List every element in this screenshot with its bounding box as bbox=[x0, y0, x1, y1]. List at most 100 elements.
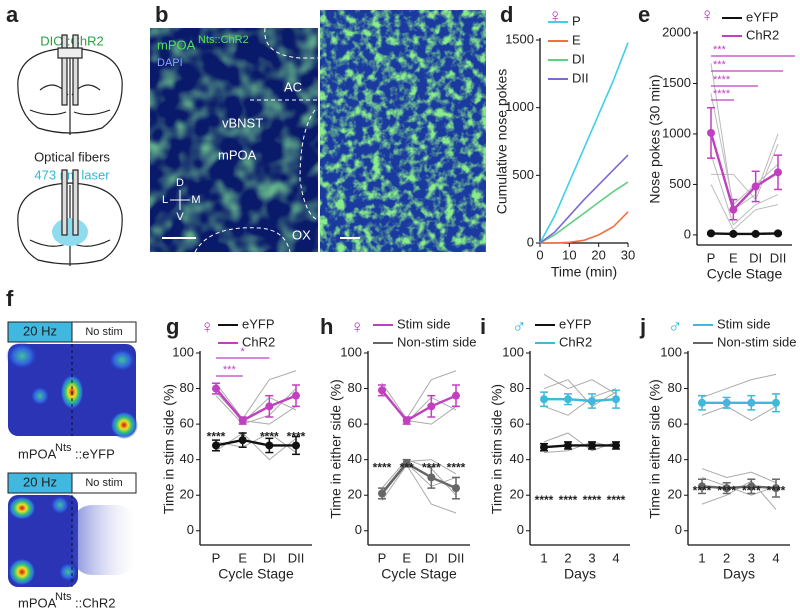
heatmap bbox=[8, 495, 136, 587]
chart: j ♂ 0 20 40 60 80 100 1 2 3 4 Days Time in either sid… bbox=[639, 314, 796, 582]
x-tick-label: DII bbox=[448, 550, 465, 565]
panel-a: a DIO::ChR2 Optical fibers 473 nm laser bbox=[6, 2, 123, 266]
individual-trace bbox=[543, 373, 617, 395]
y-tick-label: 0 bbox=[527, 234, 534, 249]
compass-label: M bbox=[191, 194, 200, 206]
x-tick-label: 1 bbox=[540, 550, 547, 565]
individual-trace bbox=[710, 184, 779, 231]
legend-label: ChR2 bbox=[559, 334, 592, 349]
y-tick-label: 60 bbox=[668, 416, 682, 431]
y-tick-label: 1000 bbox=[505, 99, 534, 114]
significance: **** bbox=[742, 483, 761, 497]
panel-label: g bbox=[166, 314, 179, 339]
panel-f: f 20 Hz No stim mPOA Nts ::eYFP 20 Hz No… bbox=[6, 286, 138, 610]
y-tick-label: 40 bbox=[668, 451, 682, 466]
marker bbox=[452, 391, 460, 400]
legend-label: Stim side bbox=[397, 316, 450, 331]
marker bbox=[427, 402, 436, 411]
sex-symbol: ♂ bbox=[512, 317, 526, 338]
individual-trace bbox=[215, 370, 297, 420]
marker bbox=[772, 484, 780, 493]
significance: *** bbox=[713, 44, 727, 56]
x-axis-label: Time (min) bbox=[551, 264, 617, 280]
y-tick-label: 60 bbox=[348, 416, 362, 431]
significance: *** bbox=[713, 59, 727, 71]
significance: **** bbox=[713, 74, 731, 86]
y-tick-label: 40 bbox=[348, 451, 362, 466]
nostim-box bbox=[71, 472, 137, 494]
sex-symbol: ♀ bbox=[350, 317, 364, 338]
y-tick-label: 80 bbox=[348, 380, 362, 395]
marker bbox=[729, 229, 738, 238]
x-tick-label: 0 bbox=[536, 247, 543, 262]
individual-trace bbox=[710, 93, 779, 206]
stain-title: mPOA bbox=[157, 37, 196, 52]
series-line bbox=[539, 154, 629, 244]
caption-sup: Nts bbox=[55, 591, 72, 603]
y-tick-label: 500 bbox=[669, 176, 691, 191]
y-axis-label: Nose pokes (30 min) bbox=[647, 74, 663, 203]
individual-trace bbox=[381, 464, 457, 514]
series-line bbox=[543, 444, 616, 449]
individual-trace bbox=[701, 405, 777, 422]
y-tick-label: 100 bbox=[660, 344, 682, 359]
panel-label: a bbox=[6, 2, 19, 27]
significance: **** bbox=[583, 493, 602, 507]
x-axis-label: Cycle Stage bbox=[707, 266, 783, 282]
marker bbox=[772, 398, 780, 407]
y-axis-label: Time in either side (%) bbox=[647, 379, 663, 519]
marker bbox=[564, 441, 572, 450]
caption: ::eYFP bbox=[75, 446, 115, 461]
significance: **** bbox=[607, 493, 626, 507]
legend-label: P bbox=[572, 13, 581, 28]
marker bbox=[698, 482, 706, 491]
individual-trace bbox=[701, 468, 777, 484]
marker bbox=[292, 391, 300, 400]
panel-label: e bbox=[638, 2, 650, 27]
significance: **** bbox=[422, 460, 441, 474]
caption: mPOA bbox=[18, 446, 57, 461]
nostim-label: No stim bbox=[85, 326, 122, 338]
y-tick-label: 20 bbox=[348, 487, 362, 502]
panel-c: c bbox=[320, 2, 486, 252]
compass-label: V bbox=[176, 211, 184, 223]
marker bbox=[212, 441, 220, 450]
significance: **** bbox=[260, 430, 279, 444]
marker bbox=[378, 386, 386, 395]
series-line bbox=[540, 211, 629, 244]
compass-label: D bbox=[176, 177, 184, 189]
marker bbox=[612, 395, 620, 404]
compass bbox=[170, 190, 190, 210]
x-tick-label: DI bbox=[749, 250, 762, 265]
significance: **** bbox=[559, 493, 578, 507]
x-tick-label: 20 bbox=[591, 247, 605, 262]
individual-trace bbox=[701, 373, 777, 398]
individual-trace bbox=[381, 370, 457, 420]
y-tick-label: 0 bbox=[517, 522, 524, 537]
stain-title-sup: Nts::ChR2 bbox=[198, 34, 249, 46]
marker bbox=[378, 489, 386, 498]
x-tick-label: 2 bbox=[564, 550, 571, 565]
series-line bbox=[215, 387, 297, 423]
sex-symbol: ♀ bbox=[700, 5, 714, 26]
y-axis-label: Time in either side (%) bbox=[328, 379, 344, 519]
marker bbox=[751, 182, 760, 191]
nostim-label: No stim bbox=[85, 477, 122, 489]
marker bbox=[265, 402, 274, 411]
x-tick-label: 2 bbox=[723, 550, 730, 565]
y-tick-label: 80 bbox=[668, 380, 682, 395]
series-line bbox=[539, 181, 629, 244]
x-tick-label: DII bbox=[770, 250, 787, 265]
legend-label: ChR2 bbox=[746, 27, 779, 42]
x-tick-label: 3 bbox=[588, 550, 595, 565]
series-line bbox=[710, 232, 779, 236]
fibers-label: Optical fibers bbox=[34, 149, 110, 164]
panel-label: j bbox=[639, 314, 646, 339]
region-label: AC bbox=[284, 79, 302, 94]
marker bbox=[774, 168, 782, 177]
laser-label: 473 nm laser bbox=[34, 167, 110, 182]
individual-trace bbox=[701, 476, 777, 496]
series-line bbox=[381, 461, 457, 495]
y-tick-label: 2000 bbox=[662, 24, 691, 39]
